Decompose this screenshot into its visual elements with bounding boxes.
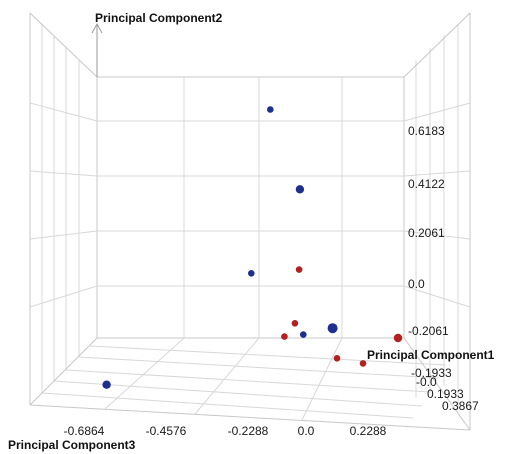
- pc3-tick-label: 0.0: [298, 424, 315, 438]
- pc3-tick-label: -0.2288: [228, 424, 269, 438]
- blue-data-point: [327, 323, 338, 334]
- pc2-tick-label: 0.2061: [408, 226, 445, 240]
- back-wall-grid: [97, 77, 404, 338]
- pc3-tick-label: -0.4576: [146, 424, 187, 438]
- pc2-tick-label: 0.4122: [408, 177, 445, 191]
- left-wall-grid: [29, 25, 98, 393]
- blue-data-point: [102, 380, 111, 389]
- pc3-axis-title: Principal Component3: [8, 438, 136, 452]
- pc1-tick-label: -0.0: [416, 375, 437, 389]
- data-points: [102, 106, 403, 389]
- right-wall-grid: [403, 24, 471, 410]
- back-wall: [96, 76, 405, 339]
- pc3-tick-label: 0.2288: [350, 424, 387, 438]
- pc1-tick-label: -0.1933: [411, 366, 452, 380]
- pc3-tick-label: -0.6864: [64, 424, 105, 438]
- blue-data-point: [248, 270, 255, 277]
- blue-data-point: [300, 331, 307, 338]
- floor-grid: [41, 337, 447, 421]
- pc2-axis-title: Principal Component2: [95, 11, 223, 25]
- pc2-tick-label: -0.2061: [408, 324, 449, 338]
- outer-frame: [29, 12, 471, 431]
- pc2-tick-label: 0.6183: [408, 124, 445, 138]
- blue-data-point: [295, 185, 305, 194]
- red-data-point: [333, 355, 341, 362]
- red-data-point: [393, 333, 403, 343]
- blue-data-point: [267, 106, 274, 113]
- red-data-point: [295, 266, 303, 273]
- red-data-point: [281, 333, 288, 340]
- pc2-axis-arrow: [91, 22, 103, 77]
- pc2-tick-label: 0.0: [408, 277, 425, 291]
- pc1-axis-title: Principal Component1: [367, 348, 495, 362]
- pc1-tick-label: 0.3867: [442, 399, 479, 413]
- red-data-point: [291, 320, 299, 327]
- red-data-point: [359, 360, 367, 367]
- pc1-tick-label: 0.1933: [427, 387, 464, 401]
- pc2-tick-labels: 0.6183 0.4122 0.2061 0.0 -0.2061: [408, 124, 449, 338]
- pc3-tick-labels: -0.6864 -0.4576 -0.2288 0.0 0.2288: [64, 424, 387, 438]
